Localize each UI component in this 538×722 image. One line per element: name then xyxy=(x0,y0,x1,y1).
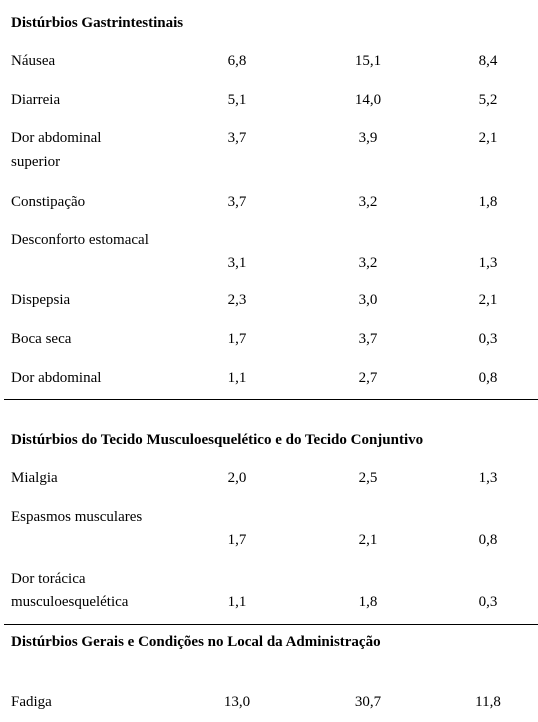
value-col1: 1,7 xyxy=(227,532,247,548)
value-col2: 2,1 xyxy=(358,532,378,548)
section-title-gastrointestinal: Distúrbios Gastrintestinais xyxy=(11,15,184,31)
value-col3: 8,4 xyxy=(478,53,498,69)
row-label: Espasmos musculares xyxy=(11,509,143,525)
value-col3: 1,8 xyxy=(478,194,498,210)
value-col2: 14,0 xyxy=(354,92,382,108)
value-col2: 3,7 xyxy=(358,331,378,347)
row-label: Náusea xyxy=(11,53,56,69)
row-label-line2: superior xyxy=(11,154,61,170)
value-col2: 1,8 xyxy=(358,594,378,610)
row-label: Dor abdominal xyxy=(11,370,102,386)
value-col1: 1,1 xyxy=(227,370,247,386)
value-col1: 13,0 xyxy=(223,694,251,710)
row-label: Constipação xyxy=(11,194,86,210)
value-col3: 2,1 xyxy=(478,292,498,308)
value-col3: 0,8 xyxy=(478,532,498,548)
row-label: Mialgia xyxy=(11,470,58,486)
value-col2: 2,7 xyxy=(358,370,378,386)
row-label-line2: musculoesquelética xyxy=(11,594,129,610)
value-col1: 3,1 xyxy=(227,255,247,271)
value-col2: 3,2 xyxy=(358,255,378,271)
value-col1: 3,7 xyxy=(227,130,247,146)
row-label: Boca seca xyxy=(11,331,72,347)
value-col1: 6,8 xyxy=(227,53,247,69)
value-col1: 1,7 xyxy=(227,331,247,347)
value-col3: 11,8 xyxy=(475,694,501,710)
section-title-general: Distúrbios Gerais e Condições no Local d… xyxy=(11,634,381,650)
value-col2: 3,0 xyxy=(358,292,378,308)
divider xyxy=(4,624,538,625)
value-col2: 3,2 xyxy=(358,194,378,210)
value-col1: 2,0 xyxy=(227,470,247,486)
value-col2: 30,7 xyxy=(354,694,382,710)
value-col3: 0,3 xyxy=(478,331,498,347)
value-col3: 2,1 xyxy=(478,130,498,146)
divider xyxy=(4,399,538,400)
value-col1: 3,7 xyxy=(227,194,247,210)
value-col2: 2,5 xyxy=(358,470,378,486)
row-label: Fadiga xyxy=(11,694,52,710)
value-col1: 5,1 xyxy=(227,92,247,108)
row-label: Dispepsia xyxy=(11,292,71,308)
row-label: Diarreia xyxy=(11,92,61,108)
row-label: Desconforto estomacal xyxy=(11,232,149,248)
row-label-line1: Dor torácica xyxy=(11,571,86,587)
value-col3: 0,3 xyxy=(478,594,498,610)
value-col2: 3,9 xyxy=(358,130,378,146)
value-col3: 5,2 xyxy=(478,92,498,108)
value-col1: 1,1 xyxy=(227,594,247,610)
value-col3: 1,3 xyxy=(478,255,498,271)
row-label-line1: Dor abdominal xyxy=(11,130,102,146)
value-col1: 2,3 xyxy=(227,292,247,308)
section-title-musculoskeletal: Distúrbios do Tecido Musculoesquelético … xyxy=(11,432,424,448)
value-col3: 0,8 xyxy=(478,370,498,386)
value-col3: 1,3 xyxy=(478,470,498,486)
value-col2: 15,1 xyxy=(354,53,382,69)
